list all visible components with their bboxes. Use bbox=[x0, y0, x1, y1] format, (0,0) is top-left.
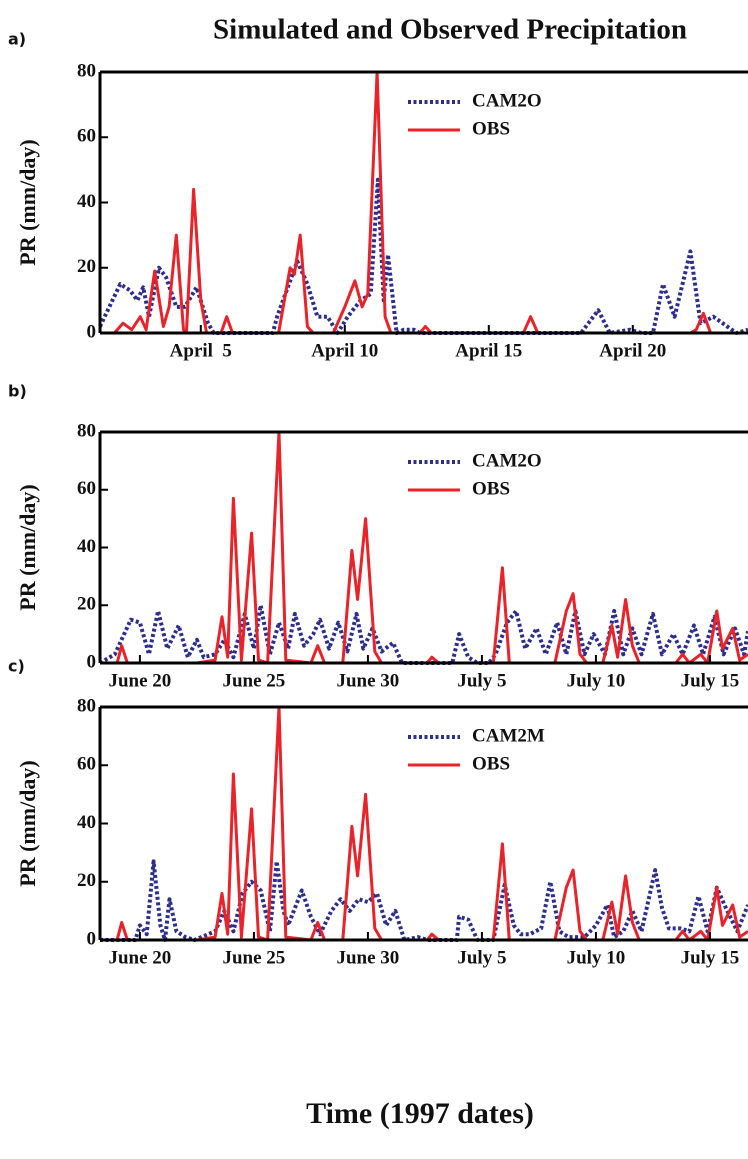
y-tick-label: 0 bbox=[87, 321, 97, 342]
y-tick-label: 0 bbox=[87, 651, 97, 672]
x-tick-label: June 25 bbox=[222, 947, 285, 968]
x-tick-label: July 10 bbox=[567, 670, 626, 691]
legend-label: CAM2O bbox=[472, 90, 542, 111]
panel-label: a) bbox=[8, 30, 26, 49]
y-tick-label: 80 bbox=[77, 695, 96, 716]
x-axis-label: Time (1997 dates) bbox=[306, 1097, 534, 1130]
y-tick-label: 40 bbox=[77, 536, 96, 557]
legend-label: CAM2M bbox=[472, 725, 545, 746]
y-axis-label: PR (mm/day) bbox=[15, 484, 40, 610]
y-tick-label: 20 bbox=[77, 256, 96, 277]
legend-label: OBS bbox=[472, 478, 510, 499]
x-tick-label: July 5 bbox=[457, 670, 506, 691]
x-tick-label: July 15 bbox=[681, 947, 740, 968]
x-tick-label: April 5 bbox=[170, 340, 232, 361]
data-line bbox=[98, 603, 748, 665]
x-tick-label: July 10 bbox=[567, 947, 626, 968]
x-tick-label: April 15 bbox=[455, 340, 522, 361]
y-tick-label: 80 bbox=[77, 60, 96, 81]
legend-label: OBS bbox=[472, 753, 510, 774]
legend-label: CAM2O bbox=[472, 450, 542, 471]
plot-lines bbox=[98, 430, 748, 665]
x-tick-label: July 15 bbox=[681, 670, 740, 691]
panel-label: b) bbox=[8, 382, 27, 401]
y-tick-label: 60 bbox=[77, 754, 96, 775]
data-line bbox=[100, 70, 748, 335]
y-tick-label: 0 bbox=[87, 928, 97, 949]
x-tick-label: July 5 bbox=[457, 947, 506, 968]
y-tick-label: 20 bbox=[77, 594, 96, 615]
y-axis-label: PR (mm/day) bbox=[15, 760, 40, 886]
plot-lines bbox=[100, 705, 748, 942]
y-tick-label: 20 bbox=[77, 870, 96, 891]
data-line bbox=[100, 859, 748, 942]
x-tick-label: June 20 bbox=[108, 947, 171, 968]
legend-label: OBS bbox=[472, 118, 510, 139]
x-tick-label: June 30 bbox=[336, 947, 399, 968]
data-line bbox=[100, 430, 748, 665]
data-line bbox=[100, 705, 748, 942]
chart-title: Simulated and Observed Precipitation bbox=[213, 14, 687, 46]
x-tick-label: April 10 bbox=[311, 340, 378, 361]
x-tick-label: April 20 bbox=[599, 340, 666, 361]
x-tick-label: June 20 bbox=[108, 670, 171, 691]
x-tick-label: June 25 bbox=[222, 670, 285, 691]
x-tick-label: June 30 bbox=[336, 670, 399, 691]
y-tick-label: 40 bbox=[77, 191, 96, 212]
y-tick-label: 60 bbox=[77, 126, 96, 147]
plot-lines bbox=[98, 70, 748, 335]
y-tick-label: 60 bbox=[77, 478, 96, 499]
panel-label: c) bbox=[8, 657, 25, 676]
y-tick-label: 40 bbox=[77, 812, 96, 833]
y-tick-label: 80 bbox=[77, 420, 96, 441]
y-axis-label: PR (mm/day) bbox=[15, 139, 40, 265]
